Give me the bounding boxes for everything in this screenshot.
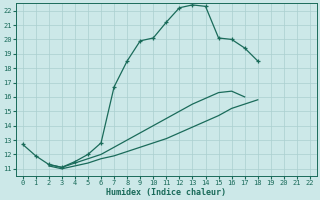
X-axis label: Humidex (Indice chaleur): Humidex (Indice chaleur)	[106, 188, 226, 197]
